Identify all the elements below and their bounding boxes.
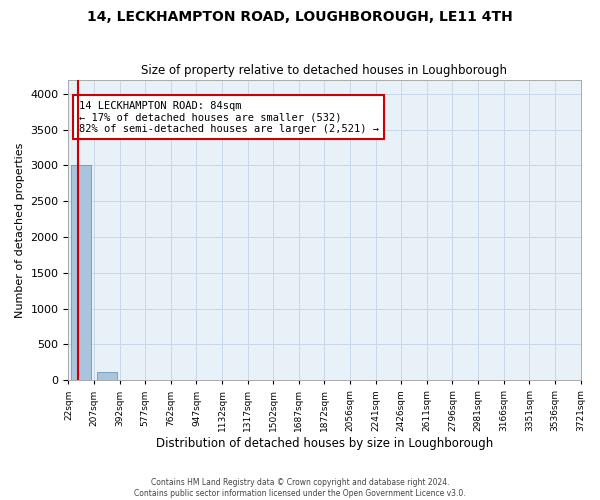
Text: 14 LECKHAMPTON ROAD: 84sqm
← 17% of detached houses are smaller (532)
82% of sem: 14 LECKHAMPTON ROAD: 84sqm ← 17% of deta… xyxy=(79,100,379,134)
Text: 14, LECKHAMPTON ROAD, LOUGHBOROUGH, LE11 4TH: 14, LECKHAMPTON ROAD, LOUGHBOROUGH, LE11… xyxy=(87,10,513,24)
Y-axis label: Number of detached properties: Number of detached properties xyxy=(15,142,25,318)
Title: Size of property relative to detached houses in Loughborough: Size of property relative to detached ho… xyxy=(142,64,508,77)
Bar xyxy=(97,372,117,380)
X-axis label: Distribution of detached houses by size in Loughborough: Distribution of detached houses by size … xyxy=(156,437,493,450)
Text: Contains HM Land Registry data © Crown copyright and database right 2024.
Contai: Contains HM Land Registry data © Crown c… xyxy=(134,478,466,498)
Bar xyxy=(71,166,91,380)
